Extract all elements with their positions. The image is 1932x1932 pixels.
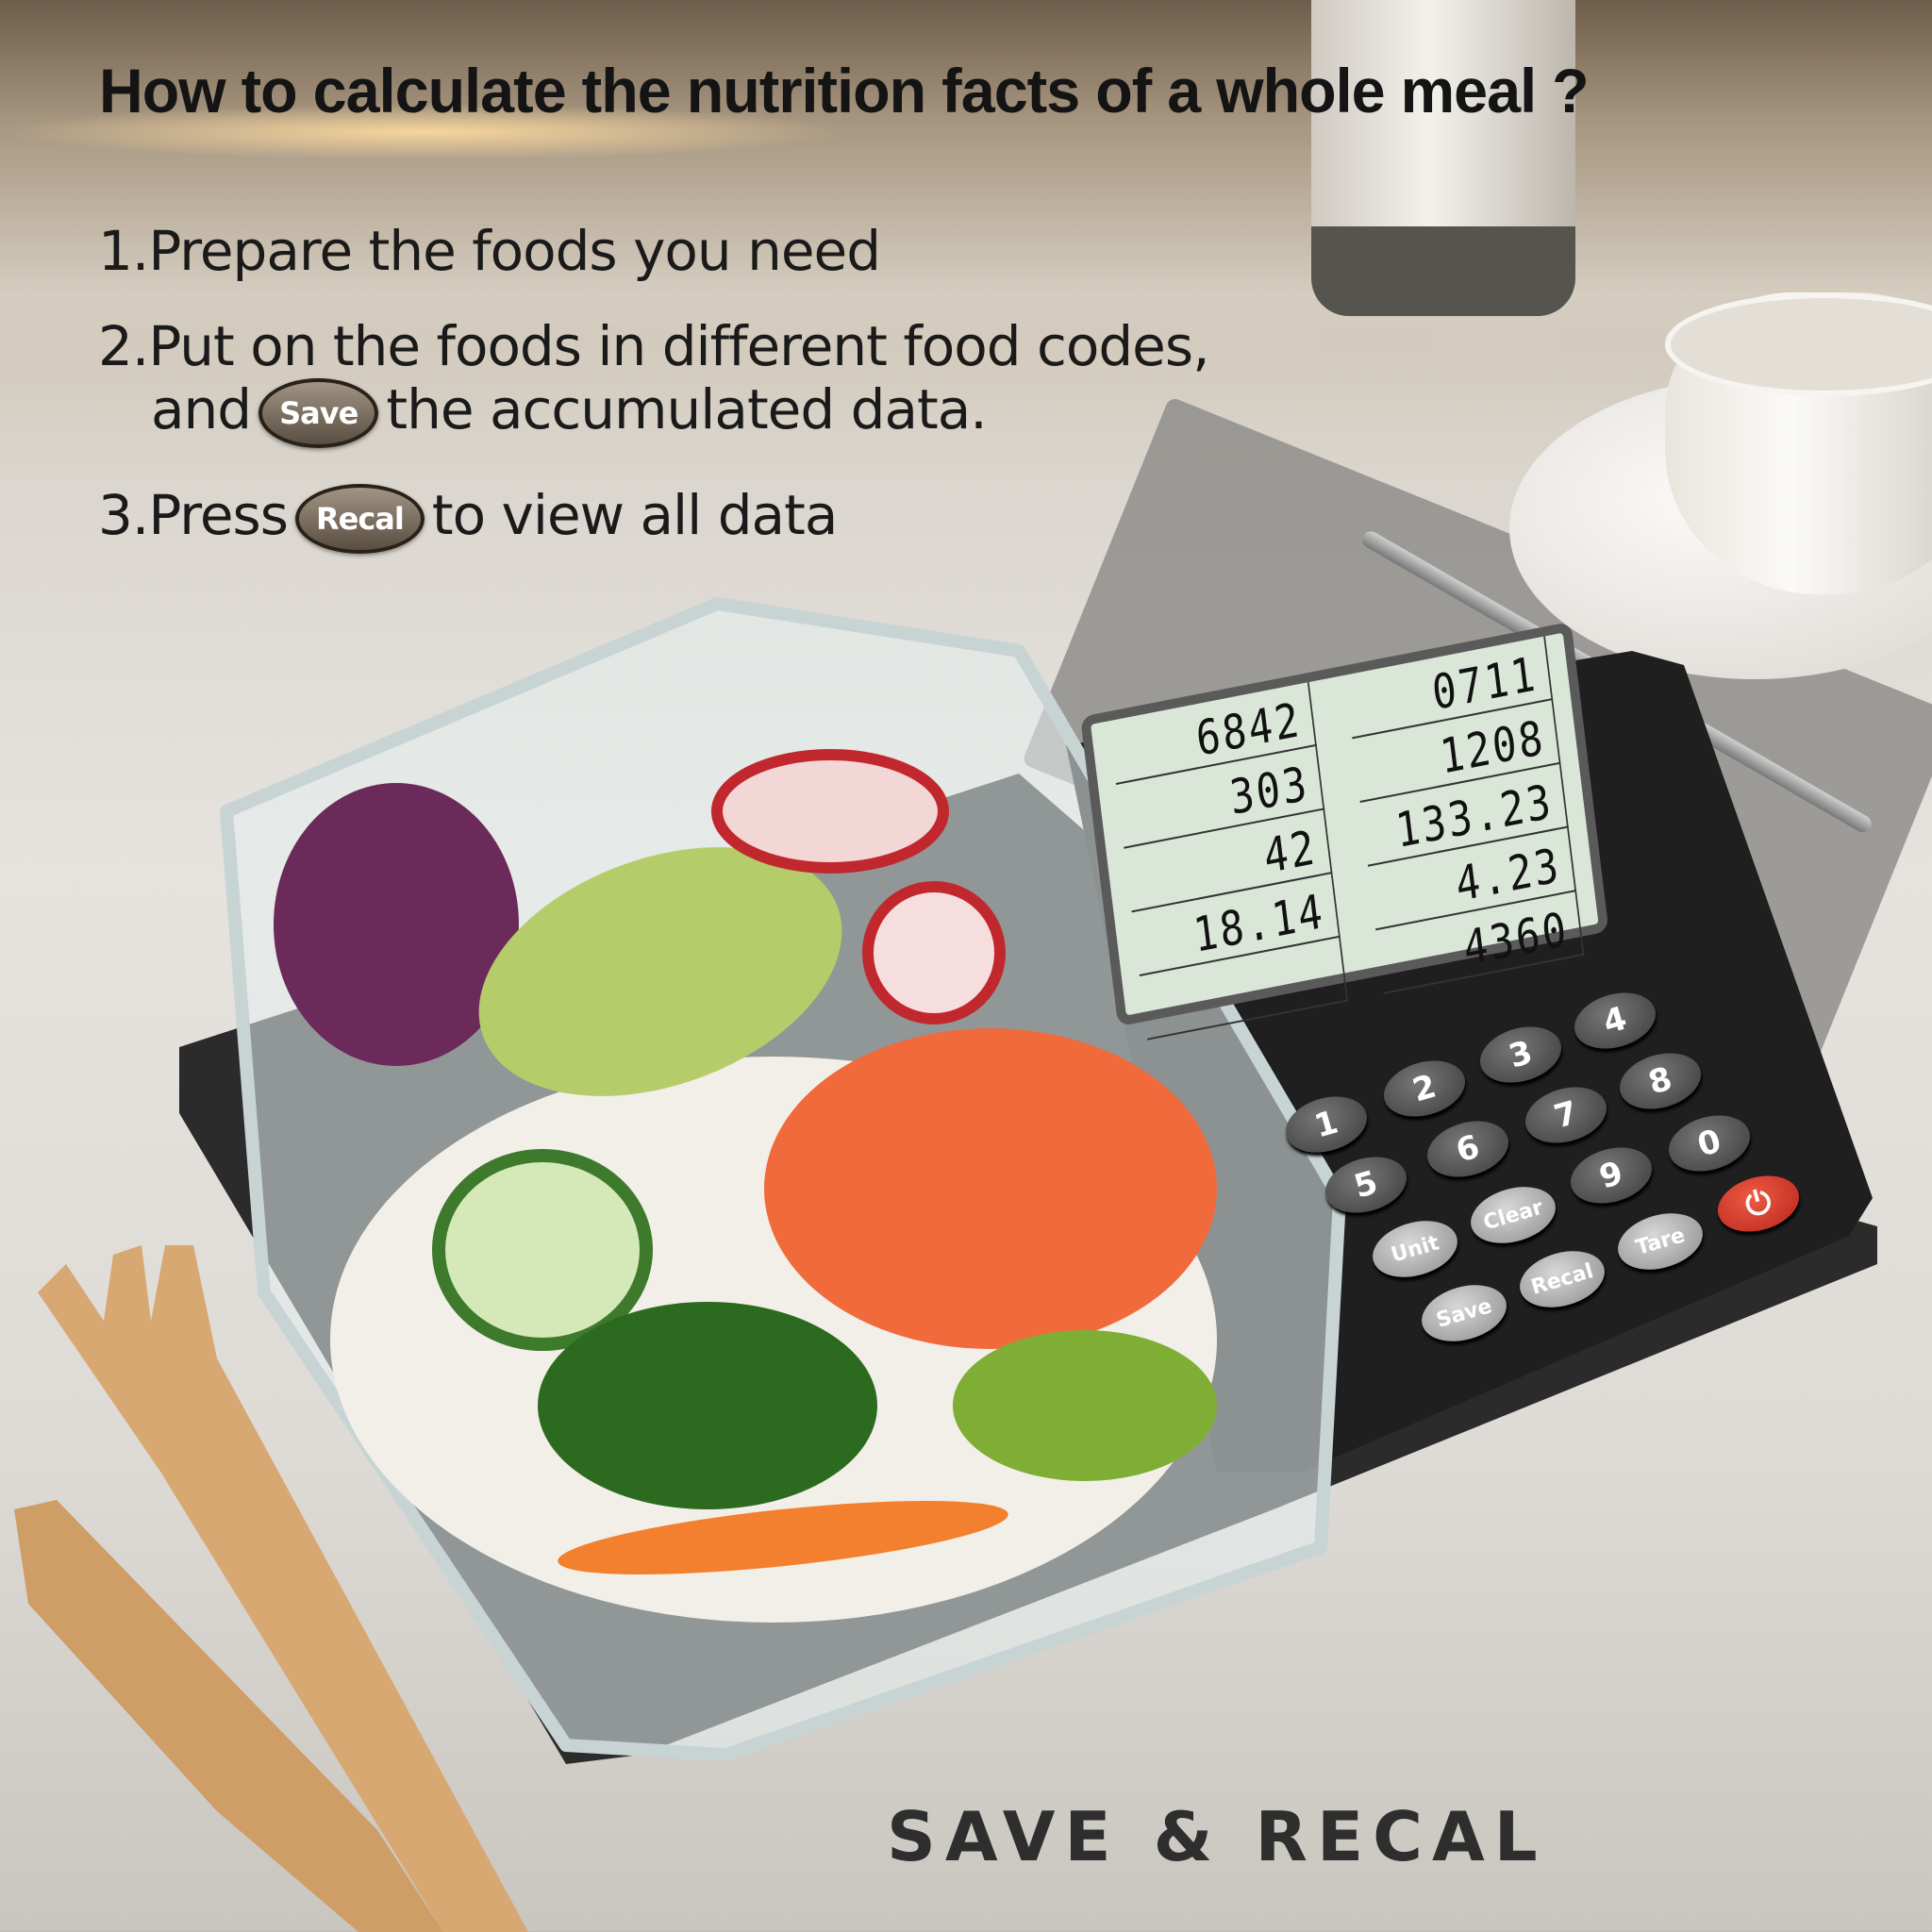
- step-1: 1.Prepare the foods you need: [98, 219, 881, 283]
- page-title: How to calculate the nutrition facts of …: [99, 56, 1590, 125]
- radish: [862, 881, 1006, 1024]
- save-badge: Save: [258, 377, 379, 448]
- step-2-after: the accumulated data.: [386, 377, 987, 441]
- seaweed: [538, 1302, 877, 1509]
- step-2-before: and: [151, 377, 252, 441]
- carrot: [558, 1501, 1008, 1574]
- recal-badge: Recal: [294, 483, 425, 554]
- step-2-cont: and Save the accumulated data.: [151, 377, 988, 448]
- red-cabbage: [274, 783, 519, 1066]
- footer-caption: SAVE & RECAL: [887, 1797, 1547, 1876]
- cucumber: [432, 1149, 653, 1351]
- step-3: 3.Press Recal to view all data: [98, 483, 839, 554]
- step-3-before: 3.Press: [98, 483, 289, 547]
- light-glow: [0, 104, 849, 160]
- cup-rim: [1665, 292, 1932, 396]
- step-3-after: to view all data: [431, 483, 839, 547]
- salmon: [764, 1028, 1217, 1349]
- radish: [711, 749, 949, 874]
- step-2: 2.Put on the foods in different food cod…: [98, 314, 1210, 378]
- avocado: [478, 847, 842, 1096]
- bottle-base: [1311, 226, 1575, 316]
- power-icon: ⏻: [1740, 1182, 1776, 1225]
- edamame: [953, 1330, 1217, 1481]
